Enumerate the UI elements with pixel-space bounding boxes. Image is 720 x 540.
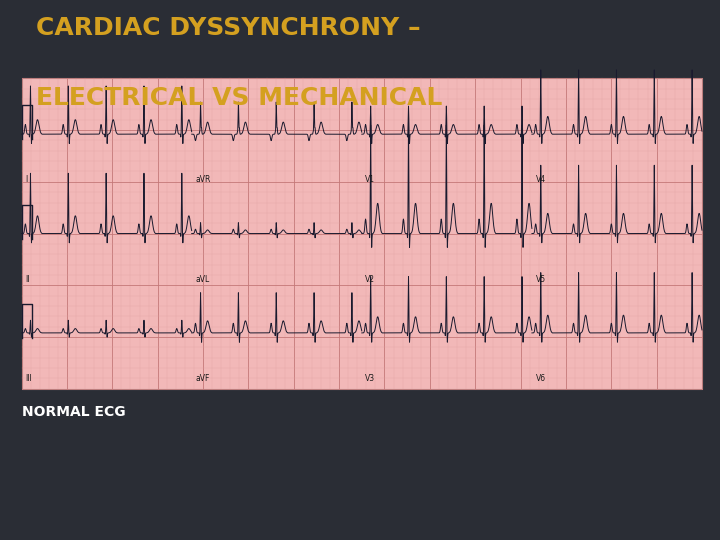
- Text: aVL: aVL: [195, 275, 210, 284]
- Text: aVR: aVR: [195, 176, 211, 184]
- Text: V2: V2: [365, 275, 375, 284]
- Text: V6: V6: [536, 374, 546, 383]
- Text: ELECTRICAL VS MECHANICAL: ELECTRICAL VS MECHANICAL: [36, 86, 442, 110]
- Text: V3: V3: [365, 374, 376, 383]
- Text: aVF: aVF: [195, 374, 210, 383]
- Text: CARDIAC DYSSYNCHRONY –: CARDIAC DYSSYNCHRONY –: [36, 16, 420, 40]
- Text: V4: V4: [536, 176, 546, 184]
- Text: V5: V5: [536, 275, 546, 284]
- Bar: [22, 78, 702, 389]
- Text: I: I: [25, 176, 27, 184]
- Text: V1: V1: [365, 176, 375, 184]
- Text: III: III: [25, 374, 32, 383]
- Text: NORMAL ECG: NORMAL ECG: [22, 405, 125, 419]
- Text: II: II: [25, 275, 30, 284]
